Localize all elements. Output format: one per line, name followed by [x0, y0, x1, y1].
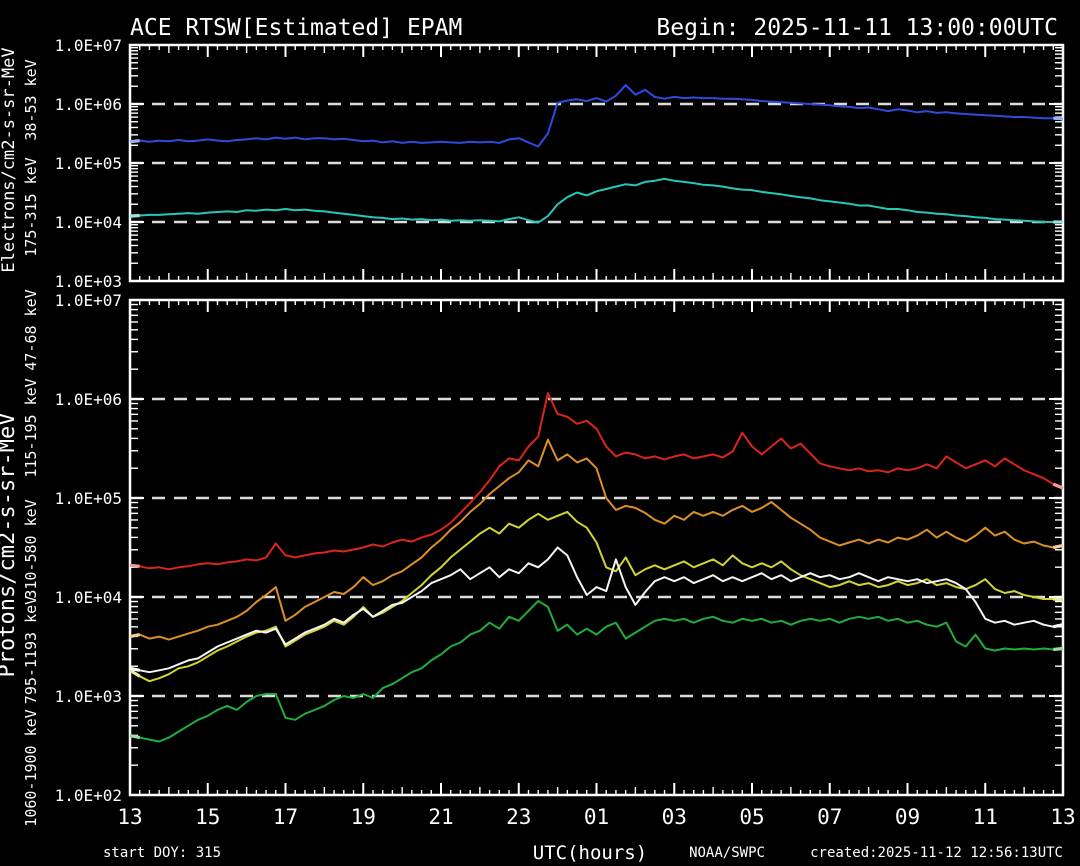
y-tick-label: 1.0E+07	[55, 291, 122, 310]
start-doy-label: start DOY: 315	[103, 845, 221, 861]
x-tick-label: 17	[273, 805, 298, 829]
x-tick-label: 01	[584, 805, 609, 829]
series-label-47-68-keV: 47-68 keV	[22, 289, 40, 370]
protons-axis-label: Protons/cm2-s-sr-MeV	[0, 413, 20, 678]
y-tick-label: 1.0E+04	[55, 588, 122, 607]
x-tick-label: 13	[117, 805, 142, 829]
y-tick-label: 1.0E+06	[55, 390, 122, 409]
series-line-795-1193-keV	[129, 546, 1064, 674]
series-line-47-68-keV	[129, 392, 1064, 571]
series-start-marker-38-53-keV	[129, 139, 140, 144]
begin-timestamp-label: Begin: 2025-11-11 13:00:00UTC	[656, 15, 1058, 41]
x-tick-label: 21	[428, 805, 453, 829]
series-start-marker-175-315-keV	[129, 213, 140, 218]
x-tick-label: 09	[895, 805, 920, 829]
electrons-axis-label: Electrons/cm2-s-sr-MeV	[0, 47, 19, 272]
series-label-38-53-keV: 38-53 keV	[22, 59, 40, 140]
series-end-marker-38-53-keV	[1053, 116, 1064, 121]
series-line-175-315-keV	[129, 177, 1063, 224]
chart-generated-layers: 1.0E+07 1.0E+06 1.0E+05 1.0E+04 1.0E+03 Elect…	[0, 36, 1076, 829]
series-end-marker-47-68-keV	[1052, 482, 1064, 490]
series-label-795-1193-keV: 795-1193 keV	[22, 596, 40, 704]
y-tick-label: 1.0E+02	[55, 786, 122, 805]
x-tick-label: 07	[817, 805, 842, 829]
x-tick-label: 11	[973, 805, 998, 829]
x-tick-label: 13	[1050, 805, 1075, 829]
series-end-marker-310-580-keV	[1053, 597, 1064, 602]
series-label-310-580-keV: 310-580 keV	[22, 499, 40, 598]
x-tick-label: 15	[195, 805, 220, 829]
series-start-marker-47-68-keV	[129, 563, 140, 568]
chart-title: ACE RTSW[Estimated] EPAM	[130, 15, 462, 41]
y-tick-label: 1.0E+06	[55, 95, 122, 114]
series-line-1060-1900-keV	[129, 600, 1064, 743]
series-start-marker-1060-1900-keV	[129, 734, 141, 740]
x-tick-label: 19	[351, 805, 376, 829]
y-tick-label: 1.0E+03	[55, 272, 122, 291]
x-tick-label: 03	[662, 805, 687, 829]
series-line-310-580-keV	[129, 510, 1064, 683]
series-start-marker-115-195-keV	[129, 633, 141, 639]
created-timestamp-label: created:2025-11-12 12:56:13UTC	[810, 845, 1063, 861]
series-label-175-315-keV: 175-315 keV	[22, 157, 40, 256]
series-label-115-195-keV: 115-195 keV	[22, 378, 40, 477]
series-line-38-53-keV	[129, 84, 1064, 148]
series-start-marker-795-1193-keV	[129, 666, 141, 672]
x-tick-label: 05	[739, 805, 764, 829]
series-start-marker-310-580-keV	[129, 668, 141, 678]
series-end-marker-115-195-keV	[1052, 543, 1064, 550]
series-end-marker-795-1193-keV	[1052, 623, 1064, 629]
y-tick-label: 1.0E+04	[55, 213, 122, 232]
y-tick-label: 1.0E+05	[55, 489, 122, 508]
y-tick-label: 1.0E+07	[55, 36, 122, 55]
series-label-1060-1900-keV: 1060-1900 keV	[22, 709, 40, 826]
protons-frame	[128, 298, 1065, 797]
agency-label: NOAA/SWPC	[689, 845, 765, 861]
x-axis-title: UTC(hours)	[533, 842, 647, 864]
x-tick-label: 23	[506, 805, 531, 829]
series-line-115-195-keV	[129, 438, 1064, 641]
y-tick-label: 1.0E+05	[55, 154, 122, 173]
y-tick-label: 1.0E+03	[55, 687, 122, 706]
series-end-marker-1060-1900-keV	[1053, 646, 1064, 652]
